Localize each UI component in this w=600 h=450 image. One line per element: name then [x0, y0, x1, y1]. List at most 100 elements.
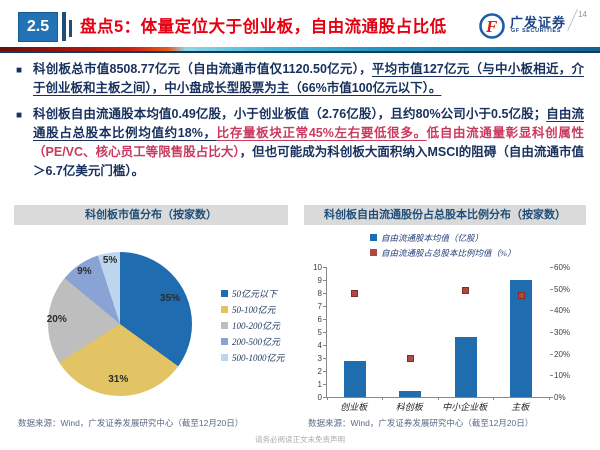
bar-legend-item: 自由流通股占总股本比例均值（%）	[370, 245, 516, 260]
pie-slice-label: 35%	[160, 292, 181, 304]
pie-chart	[48, 252, 192, 396]
pie-legend-label: 100-200亿元	[232, 320, 280, 331]
header-divider-line	[0, 51, 600, 53]
x-axis-category-label: 主板	[511, 402, 530, 412]
pie-source-note: 数据来源：Wind，广发证券发展研究中心（截至12月20日）	[18, 418, 244, 428]
axis-tickmark	[550, 397, 553, 398]
right-axis-tick-label: 40%	[554, 306, 571, 316]
pie-legend-label: 200-500亿元	[232, 336, 280, 347]
bar	[454, 337, 477, 397]
bar-legend-label: 自由流通股占总股本比例均值（%）	[381, 247, 516, 258]
x-axis-category-label: 中小企业板	[442, 402, 488, 412]
bullet-square-icon: ■	[16, 65, 23, 76]
x-axis-category-label: 科创板	[395, 402, 423, 412]
pie-legend: 50亿元以下 50-100亿元 100-200亿元 200-500亿元 500-1000…	[221, 285, 285, 365]
bullet-1-underline: 平均市值127亿元（与中小板相近，介于创业板和主板之间），中小盘成长型股票为主（…	[33, 62, 584, 95]
axis-tickmark	[550, 353, 553, 355]
left-axis-tick-label: 7	[317, 302, 322, 311]
x-axis-tickmark	[493, 397, 494, 400]
bullet-2-underline: 自由流通股占总股本比例均值约18%，	[33, 107, 584, 140]
left-axis-tick-label: 1	[317, 380, 322, 389]
left-axis-tick-label: 3	[317, 354, 322, 363]
pie-slice-label: 31%	[108, 374, 129, 386]
axis-tickmark	[323, 345, 326, 346]
pie-legend-item: 200-500亿元	[221, 333, 285, 349]
pie-legend-item: 100-200亿元	[221, 317, 285, 333]
scatter-marker	[517, 291, 525, 299]
pie-legend-label: 50亿元以下	[232, 288, 278, 299]
axis-tickmark	[323, 293, 326, 294]
bar-plot-area	[323, 267, 553, 400]
x-axis-tickmark	[437, 397, 439, 400]
axis-tickmark	[323, 358, 326, 359]
pie-legend-label: 500-1000亿元	[232, 352, 285, 363]
bullet-2: ■ 科创板自由流通股本均值0.49亿股，小于创业板值（2.76亿股），且约80%公…	[16, 105, 584, 181]
bullet-1-text: 科创板总市值8508.77亿元（自由流通市值仅1120.50亿元），	[33, 62, 372, 76]
scatter-marker	[406, 354, 414, 362]
svg-text:F: F	[485, 17, 498, 36]
left-axis-tick-label: 8	[317, 289, 322, 298]
brand-name-en: GF SECURITIES	[511, 28, 561, 34]
pie-chart-title: 科创板市值分布（按家数）	[14, 205, 288, 225]
axis-tickmark	[323, 384, 326, 385]
bar-chart-title: 科创板自由流通股份占总股本比例分布（按家数）	[304, 205, 586, 225]
axis-tickmark	[323, 332, 326, 333]
gf-securities-icon: F	[479, 13, 505, 39]
bullet-2-underline-red: 比存量板块正常45%左右要低很多。	[216, 126, 427, 140]
pie-slice-label: 9%	[77, 265, 92, 277]
bullet-square-icon: ■	[16, 110, 23, 121]
bar-chart-legend: 自由流通股本均值（亿股） 自由流通股占总股本比例均值（%）	[370, 230, 516, 260]
scatter-marker	[351, 289, 359, 297]
left-axis-tick-label: 2	[317, 367, 322, 376]
body-text: ■ 科创板总市值8508.77亿元（自由流通市值仅1120.50亿元），平均市值1…	[16, 60, 584, 188]
pie-legend-label: 50-100亿元	[232, 304, 276, 315]
bar-source-note: 数据来源：Wind，广发证券发展研究中心（截至12月20日）	[308, 418, 534, 428]
section-number-badge: 2.5	[18, 12, 58, 42]
brand-name-cn: 广发证券	[510, 15, 567, 30]
axis-tickmark	[323, 397, 326, 398]
axis-tickmark	[323, 267, 326, 268]
bar	[399, 390, 422, 397]
legend-swatch-icon	[221, 321, 228, 329]
brand-logo: F 广发证券 GF SECURITIES	[478, 10, 588, 42]
right-axis-tick-label: 50%	[554, 284, 571, 294]
bar-legend-label: 自由流通股本均值（亿股）	[381, 232, 484, 243]
header-divider-gradient	[0, 47, 600, 51]
axis-tickmark	[550, 288, 553, 290]
right-axis-tick-label: 60%	[554, 263, 571, 272]
disclaimer-footer: 请务必阅读正文末免责声明	[255, 435, 345, 444]
pie-slice-label: 20%	[46, 314, 67, 326]
x-axis-tickmark	[382, 397, 383, 400]
left-axis-tick-label: 5	[317, 328, 322, 337]
right-axis-tick-label: 30%	[554, 328, 571, 337]
left-axis-tick-label: 4	[317, 341, 322, 350]
right-axis-tick-label: 0%	[554, 393, 566, 402]
axis-tickmark	[323, 306, 326, 307]
pie-chart-panel: 科创板市值分布（按家数） 35% 31% 20% 9% 5% 50亿元以下 50-100亿…	[14, 205, 288, 435]
page-number: 14	[578, 10, 587, 19]
bar-legend-item: 自由流通股本均值（亿股）	[370, 230, 516, 245]
axis-tickmark	[323, 280, 326, 281]
pie-legend-item: 50亿元以下	[221, 285, 285, 301]
accent-bar	[69, 20, 72, 37]
page-title: 盘点5：体量定位大于创业板，自由流通股占比低	[80, 18, 447, 36]
axis-tickmark	[323, 319, 326, 320]
legend-swatch-icon	[370, 249, 377, 256]
x-axis-tickmark	[548, 397, 550, 400]
left-axis-tick-label: 9	[317, 276, 322, 285]
left-axis-tick-label: 10	[313, 263, 322, 272]
bar	[510, 280, 533, 397]
legend-swatch-icon	[221, 305, 228, 313]
x-axis-labels: 创业板 科创板 中小企业板 主板	[326, 400, 548, 413]
pie-legend-item: 50-100亿元	[221, 301, 285, 317]
axis-tickmark	[550, 310, 553, 312]
axis-tickmark	[550, 267, 553, 268]
x-axis-tickmark	[326, 397, 328, 400]
axis-tickmark	[550, 332, 553, 333]
legend-swatch-icon	[221, 353, 228, 361]
legend-swatch-icon	[221, 289, 228, 297]
axis-tickmark	[550, 375, 553, 377]
bullet-1: ■ 科创板总市值8508.77亿元（自由流通市值仅1120.50亿元），平均市值1…	[16, 60, 584, 98]
left-axis-tick-label: 6	[317, 315, 322, 324]
